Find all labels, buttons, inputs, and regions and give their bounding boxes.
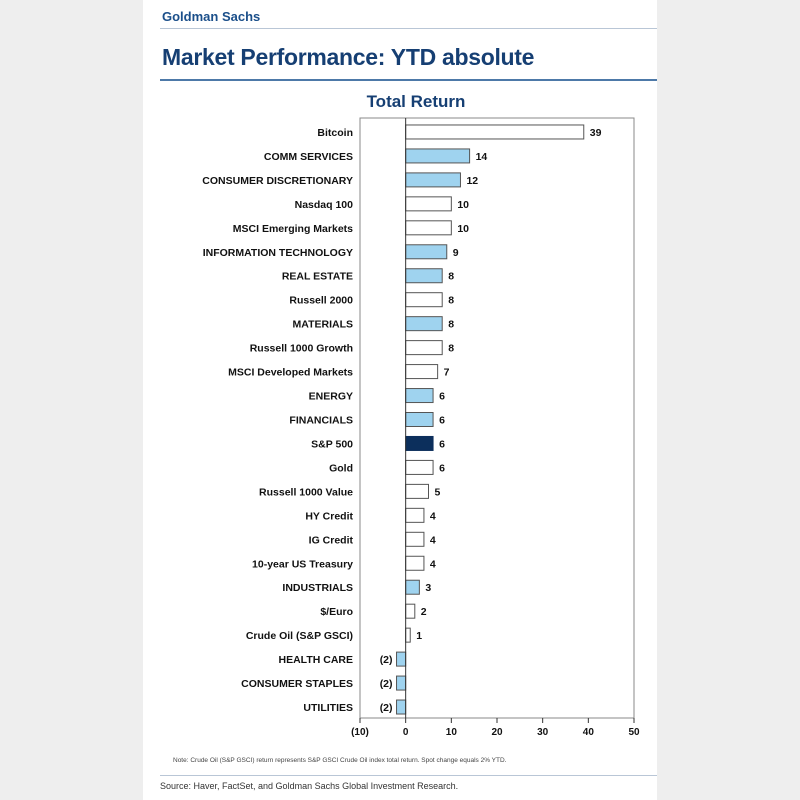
category-label: MATERIALS: [293, 319, 353, 331]
title-divider: [160, 79, 657, 81]
chart-title: Total Return: [367, 92, 466, 111]
category-label: S&P 500: [311, 438, 353, 450]
category-label: MSCI Emerging Markets: [233, 223, 353, 235]
bar-2: [405, 172, 461, 188]
bar-20: [405, 603, 416, 619]
category-label: ENERGY: [309, 391, 353, 403]
category-label: FINANCIALS: [289, 415, 353, 427]
data-label: 39: [590, 127, 602, 139]
data-label: 4: [430, 510, 436, 522]
category-label: Crude Oil (S&P GSCI): [246, 630, 353, 642]
data-label: 6: [439, 438, 445, 450]
category-label: HEALTH CARE: [279, 654, 353, 666]
data-label: 8: [448, 271, 454, 283]
category-label: Russell 1000 Value: [259, 486, 353, 498]
bar-6: [405, 268, 443, 284]
category-label: CONSUMER STAPLES: [241, 678, 353, 690]
x-tick-label: 40: [583, 727, 595, 738]
page-title: Market Performance: YTD absolute: [162, 44, 535, 70]
x-tick-label: 50: [628, 727, 640, 738]
data-label: 4: [430, 558, 436, 570]
category-label: UTILITIES: [303, 702, 353, 714]
category-label: Russell 1000 Growth: [250, 343, 353, 355]
data-label: 1: [416, 630, 422, 642]
bar-13: [405, 435, 434, 451]
category-label: CONSUMER DISCRETIONARY: [202, 175, 353, 187]
x-tick-label: 0: [403, 727, 409, 738]
data-label: 7: [444, 367, 450, 379]
bar-4: [405, 220, 452, 236]
data-label: 9: [453, 247, 459, 259]
bar-11: [405, 388, 434, 404]
category-label: COMM SERVICES: [264, 151, 353, 163]
data-label: 5: [435, 486, 441, 498]
category-label: IG Credit: [309, 534, 354, 546]
x-tick-label: 30: [537, 727, 549, 738]
category-label: Bitcoin: [317, 127, 353, 139]
source-divider: [160, 775, 657, 776]
data-label: 2: [421, 606, 427, 618]
bar-0: [405, 124, 585, 140]
category-label: Russell 2000: [289, 295, 353, 307]
x-tick-label: 20: [491, 727, 503, 738]
data-label: (2): [380, 702, 393, 714]
bar-7: [405, 292, 443, 308]
data-label: 8: [448, 295, 454, 307]
source-citation: Source: Haver, FactSet, and Goldman Sach…: [160, 781, 459, 791]
data-label: 6: [439, 415, 445, 427]
category-label: Nasdaq 100: [295, 199, 354, 211]
data-label: 14: [476, 151, 488, 163]
bar-8: [405, 316, 443, 332]
category-label: REAL ESTATE: [282, 271, 353, 283]
category-label: $/Euro: [320, 606, 353, 618]
brand-divider: [160, 28, 657, 29]
data-label: 8: [448, 319, 454, 331]
chart-note: Note: Crude Oil (S&P GSCI) return repres…: [173, 757, 507, 764]
bar-3: [405, 196, 452, 212]
category-label: HY Credit: [305, 510, 353, 522]
bar-17: [405, 531, 425, 547]
data-label: 8: [448, 343, 454, 355]
category-label: MSCI Developed Markets: [228, 367, 353, 379]
bar-19: [405, 579, 420, 595]
data-label: 12: [466, 175, 478, 187]
data-label: 6: [439, 462, 445, 474]
bar-24: [396, 699, 407, 715]
bar-21: [405, 627, 411, 643]
category-label: INFORMATION TECHNOLOGY: [203, 247, 353, 259]
category-label: Gold: [329, 462, 353, 474]
bar-15: [405, 483, 429, 499]
x-tick-label: (10): [351, 727, 369, 738]
data-label: 4: [430, 534, 436, 546]
bar-23: [396, 675, 407, 691]
data-label: 3: [425, 582, 431, 594]
brand-name: Goldman Sachs: [162, 9, 261, 24]
bar-22: [396, 651, 407, 667]
data-label: (2): [380, 654, 393, 666]
x-axis: (10) 0 10 20 30 40 50: [351, 118, 640, 738]
bar-10: [405, 364, 439, 380]
bar-14: [405, 459, 434, 475]
data-label: 10: [457, 199, 469, 211]
plot-area-frame: [359, 117, 635, 719]
category-label: INDUSTRIALS: [282, 582, 353, 594]
bar-5: [405, 244, 448, 260]
category-label: 10-year US Treasury: [252, 558, 353, 570]
data-label: (2): [380, 678, 393, 690]
report-page: Goldman Sachs Market Performance: YTD ab…: [143, 0, 657, 800]
data-label: 6: [439, 391, 445, 403]
bar-12: [405, 412, 434, 427]
bar-1: [405, 148, 471, 164]
bar-18: [405, 555, 425, 571]
data-label: 10: [457, 223, 469, 235]
bar-9: [405, 340, 443, 356]
bar-16: [405, 507, 425, 523]
x-tick-label: 10: [446, 727, 458, 738]
